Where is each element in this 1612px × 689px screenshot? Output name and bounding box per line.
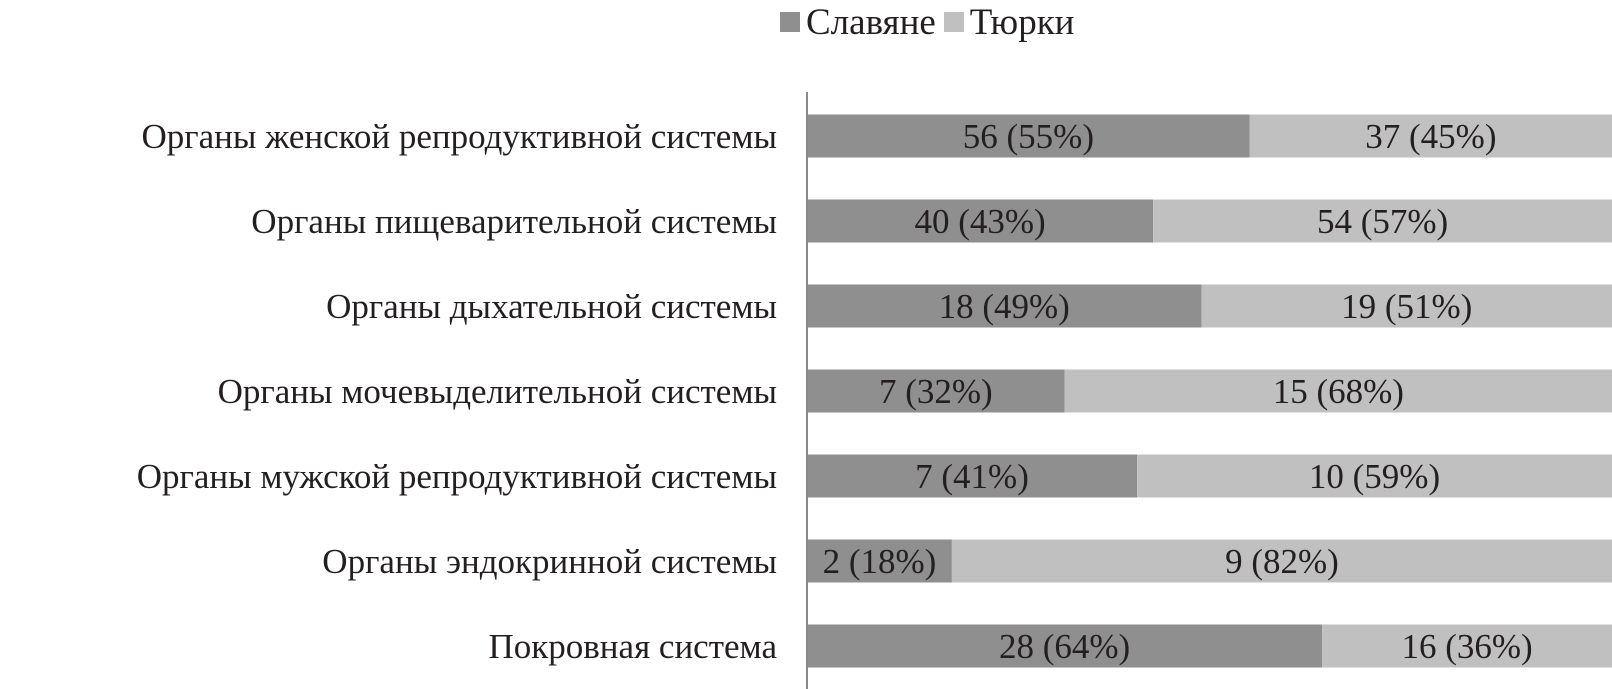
- bar-segment-slavs: [807, 454, 1138, 498]
- data-label: 56 (55%): [963, 117, 1094, 156]
- category-label: Органы женской репродуктивной системы: [141, 117, 777, 156]
- bar-segment-slavs: [807, 539, 952, 583]
- legend: Славяне Тюрки: [780, 0, 1082, 44]
- bar-segment-slavs: [807, 624, 1323, 668]
- bar-segment-turks: [1322, 624, 1612, 668]
- data-label: 9 (82%): [1225, 542, 1339, 581]
- data-label: 19 (51%): [1341, 287, 1472, 326]
- data-label: 10 (59%): [1309, 457, 1440, 496]
- bar-segment-turks: [951, 539, 1612, 583]
- data-label: 7 (32%): [879, 372, 993, 411]
- category-label: Покровная система: [489, 627, 778, 666]
- data-label: 54 (57%): [1317, 202, 1448, 241]
- legend-swatch-slavs: [780, 12, 800, 32]
- legend-swatch-turks: [943, 12, 964, 32]
- legend-label-slavs: Славяне: [806, 1, 936, 43]
- data-label: 37 (45%): [1365, 117, 1496, 156]
- bar-segment-slavs: [807, 369, 1065, 413]
- bar-segment-turks: [1137, 454, 1612, 498]
- category-label: Органы эндокринной системы: [322, 542, 777, 581]
- bar-segment-slavs: [807, 284, 1202, 328]
- data-label: 28 (64%): [999, 627, 1130, 666]
- data-label: 18 (49%): [939, 287, 1070, 326]
- category-label: Органы пищеварительной системы: [251, 202, 777, 241]
- data-label: 40 (43%): [914, 202, 1045, 241]
- category-label: Органы дыхательной системы: [326, 287, 777, 326]
- bar-segment-turks: [1153, 199, 1612, 243]
- legend-item-slavs: Славяне: [780, 1, 936, 44]
- data-label: 16 (36%): [1401, 627, 1532, 666]
- bar-segment-turks: [1064, 369, 1612, 413]
- bar-segment-turks: [1249, 114, 1612, 158]
- category-label: Органы мужской репродуктивной системы: [137, 457, 777, 496]
- category-label: Органы мочевыделительной системы: [218, 372, 777, 411]
- bar-segment-slavs: [807, 114, 1250, 158]
- data-label: 7 (41%): [915, 457, 1029, 496]
- legend-label-turks: Тюрки: [969, 1, 1075, 43]
- bar-segment-slavs: [807, 199, 1154, 243]
- bar-segment-turks: [1201, 284, 1612, 328]
- data-label: 15 (68%): [1273, 372, 1404, 411]
- legend-item-turks: Тюрки: [943, 1, 1075, 44]
- data-label: 2 (18%): [823, 542, 937, 581]
